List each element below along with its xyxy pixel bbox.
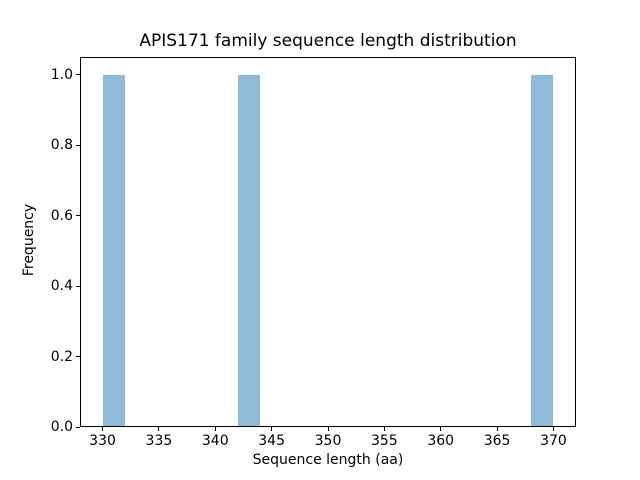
x-tick-mark	[383, 427, 385, 431]
x-axis-label: Sequence length (aa)	[252, 452, 404, 468]
y-tick-label: 0.4	[50, 278, 73, 295]
x-tick-mark	[102, 427, 104, 431]
y-tick-mark	[76, 74, 80, 76]
chart-title: APIS171 family sequence length distribut…	[139, 31, 517, 51]
x-tick-label: 340	[201, 433, 229, 449]
y-axis-label: Frequency	[21, 203, 37, 277]
y-tick-mark	[76, 144, 80, 146]
y-tick-mark	[76, 215, 80, 217]
x-tick-label: 350	[314, 433, 342, 449]
x-tick-label: 355	[370, 433, 398, 449]
y-tick-mark	[76, 285, 80, 287]
y-tick-mark	[76, 426, 80, 428]
x-tick-label: 345	[258, 433, 285, 449]
x-tick-mark	[158, 427, 160, 431]
y-tick-label: 0.6	[50, 207, 73, 224]
x-tick-mark	[327, 427, 329, 431]
histogram-bar	[237, 74, 261, 427]
x-tick-mark	[271, 427, 273, 431]
x-tick-label: 335	[145, 433, 173, 449]
y-tick-label: 0.2	[50, 348, 73, 365]
x-tick-label: 330	[89, 433, 116, 449]
histogram-bar	[530, 74, 554, 427]
x-tick-label: 360	[427, 433, 455, 449]
y-tick-mark	[76, 356, 80, 358]
y-tick-label: 0.8	[50, 137, 73, 154]
x-tick-label: 365	[483, 433, 511, 449]
histogram-bar	[102, 74, 126, 427]
x-tick-label: 370	[540, 433, 567, 449]
x-tick-mark	[440, 427, 442, 431]
x-tick-mark	[552, 427, 554, 431]
x-tick-mark	[214, 427, 216, 431]
y-tick-label: 1.0	[50, 66, 73, 83]
plot-area	[80, 57, 576, 427]
y-tick-label: 0.0	[50, 419, 73, 435]
x-tick-mark	[496, 427, 498, 431]
